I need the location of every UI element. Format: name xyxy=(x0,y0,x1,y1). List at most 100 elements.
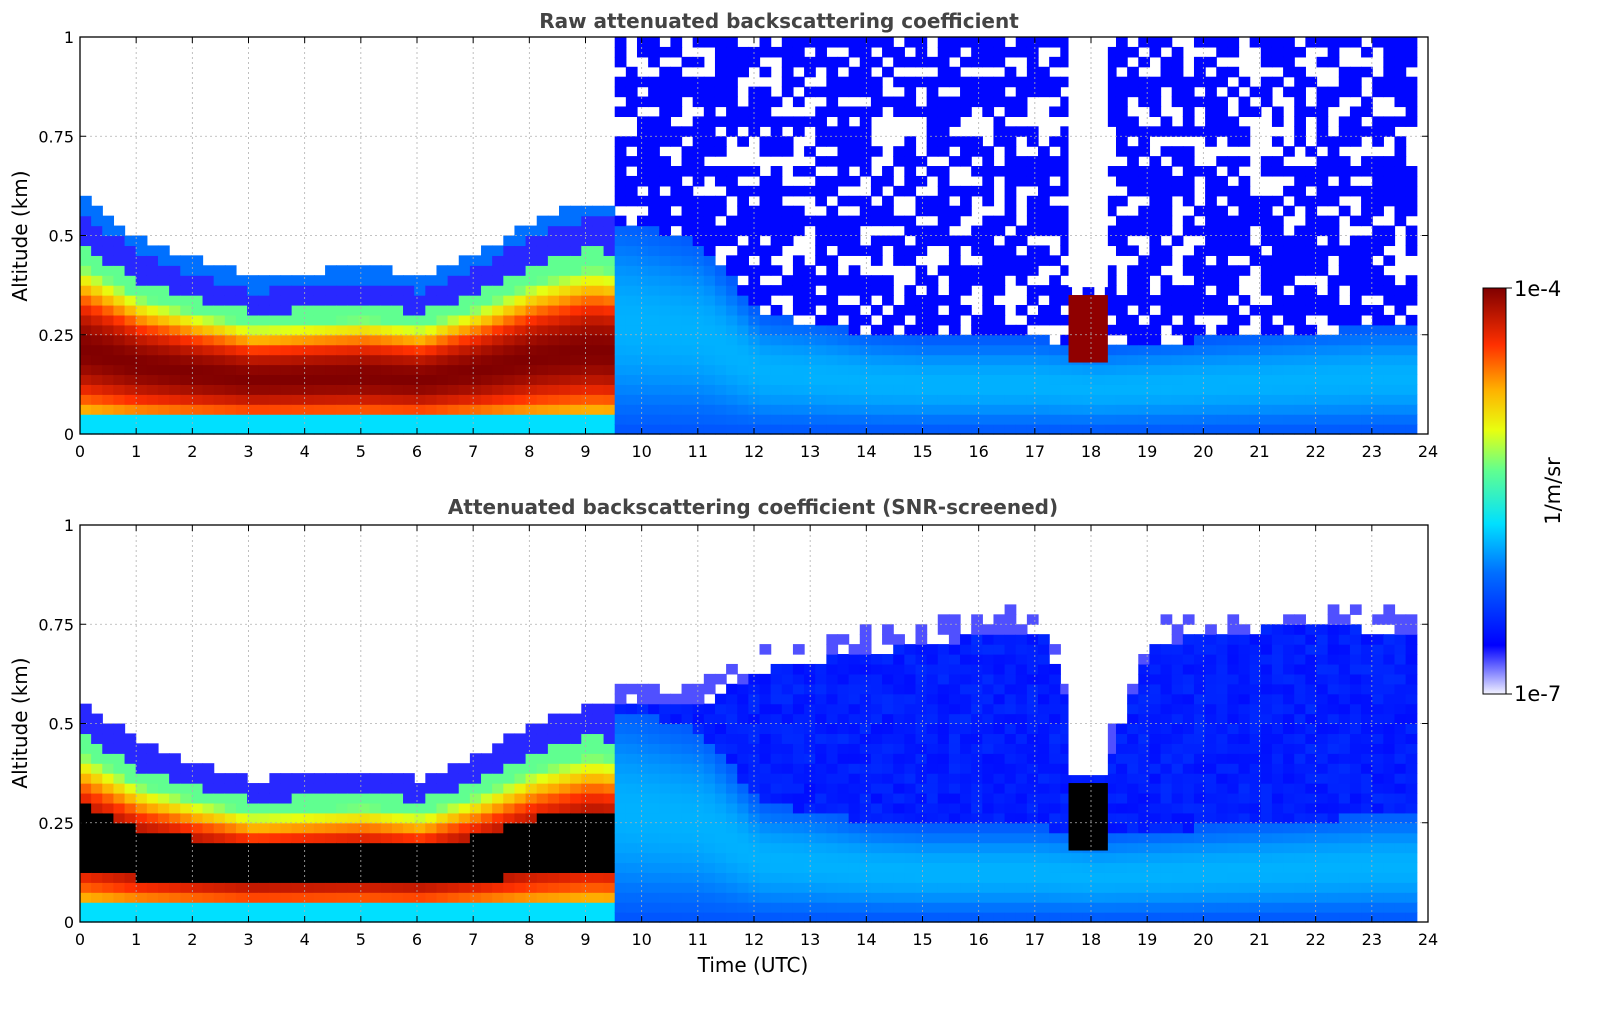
backscatter-cell xyxy=(1383,66,1396,78)
backscatter-cell xyxy=(358,912,371,923)
backscatter-cell xyxy=(1383,156,1396,167)
backscatter-cell xyxy=(180,852,192,864)
backscatter-cell xyxy=(102,723,115,735)
backscatter-cell xyxy=(804,832,816,844)
backscatter-cell xyxy=(547,733,560,744)
backscatter-cell xyxy=(982,862,995,873)
backscatter-cell xyxy=(269,344,282,356)
backscatter-cell xyxy=(369,295,382,306)
backscatter-cell xyxy=(859,116,872,127)
backscatter-cell xyxy=(80,802,92,814)
backscatter-cell xyxy=(80,723,92,735)
backscatter-cell xyxy=(280,295,293,306)
backscatter-cell xyxy=(224,892,237,903)
backscatter-cell xyxy=(559,882,571,893)
backscatter-cell xyxy=(648,37,660,48)
backscatter-cell xyxy=(1349,116,1362,127)
backscatter-cell xyxy=(792,842,805,854)
backscatter-cell xyxy=(180,792,192,804)
backscatter-cell xyxy=(1193,37,1206,48)
backscatter-cell xyxy=(269,812,282,824)
backscatter-cell xyxy=(1338,205,1351,217)
backscatter-cell xyxy=(670,66,683,78)
backscatter-cell xyxy=(1004,892,1017,903)
backscatter-cell xyxy=(837,912,850,923)
backscatter-cell xyxy=(1227,304,1240,316)
backscatter-cell xyxy=(692,414,705,425)
backscatter-cell xyxy=(369,414,382,425)
backscatter-cell xyxy=(1238,225,1251,237)
backscatter-cell xyxy=(703,743,716,754)
chart-title-screened: Attenuated backscattering coefficient (S… xyxy=(448,495,1058,519)
backscatter-cell xyxy=(1026,205,1039,217)
backscatter-cell xyxy=(403,334,415,346)
backscatter-cell xyxy=(1093,404,1106,415)
backscatter-cell xyxy=(926,872,939,883)
backscatter-cell xyxy=(102,822,115,834)
backscatter-cell xyxy=(1060,374,1073,385)
backscatter-cell xyxy=(169,334,181,346)
backscatter-cell xyxy=(403,384,415,395)
backscatter-cell xyxy=(815,37,827,48)
backscatter-cell xyxy=(737,364,749,376)
backscatter-cell xyxy=(1338,324,1351,336)
backscatter-cell xyxy=(1138,344,1151,356)
backscatter-cell xyxy=(135,912,148,923)
backscatter-cell xyxy=(692,324,705,336)
backscatter-cell xyxy=(982,832,995,844)
backscatter-cell xyxy=(436,882,449,893)
backscatter-cell xyxy=(971,37,983,48)
backscatter-cell xyxy=(982,156,995,167)
backscatter-cell xyxy=(525,374,538,385)
backscatter-cell xyxy=(1383,116,1396,127)
backscatter-cell xyxy=(648,743,660,754)
backscatter-cell xyxy=(80,424,92,435)
backscatter-cell xyxy=(1271,106,1284,118)
backscatter-cell xyxy=(358,275,371,286)
backscatter-cell xyxy=(1249,394,1262,405)
backscatter-cell xyxy=(937,753,950,764)
backscatter-cell xyxy=(670,185,683,197)
backscatter-cell xyxy=(536,275,549,286)
backscatter-cell xyxy=(1160,225,1173,237)
backscatter-cell xyxy=(157,892,170,903)
backscatter-cell xyxy=(80,703,92,715)
backscatter-cell xyxy=(1271,404,1284,415)
backscatter-cell xyxy=(659,205,672,217)
backscatter-cell xyxy=(503,763,516,774)
backscatter-cell xyxy=(960,723,972,735)
backscatter-cell xyxy=(1327,56,1340,68)
backscatter-cell xyxy=(1271,116,1284,127)
backscatter-cell xyxy=(1327,414,1340,425)
backscatter-cell xyxy=(347,314,360,326)
backscatter-cell xyxy=(993,255,1006,266)
backscatter-cell xyxy=(1394,185,1407,197)
backscatter-cell xyxy=(726,404,738,415)
backscatter-cell xyxy=(993,96,1006,108)
backscatter-cell xyxy=(882,205,894,217)
backscatter-cell xyxy=(904,304,917,316)
backscatter-cell xyxy=(1115,96,1128,108)
backscatter-cell xyxy=(258,912,270,923)
backscatter-cell xyxy=(993,753,1006,764)
backscatter-cell xyxy=(971,324,983,336)
backscatter-cell xyxy=(826,654,839,665)
backscatter-cell xyxy=(1004,882,1017,893)
backscatter-cell xyxy=(982,255,995,266)
backscatter-cell xyxy=(792,802,805,814)
backscatter-cell xyxy=(781,146,794,157)
backscatter-cell xyxy=(436,324,449,336)
backscatter-cell xyxy=(1038,314,1050,326)
backscatter-cell xyxy=(1004,354,1017,366)
backscatter-cell xyxy=(369,872,382,883)
backscatter-cell xyxy=(525,753,538,764)
backscatter-cell xyxy=(614,46,627,58)
backscatter-cell xyxy=(1271,235,1284,247)
backscatter-cell xyxy=(893,654,905,665)
backscatter-cell xyxy=(915,394,928,405)
backscatter-cell xyxy=(826,852,839,864)
backscatter-cell xyxy=(870,753,883,764)
backscatter-cell xyxy=(1283,344,1295,356)
backscatter-cell xyxy=(826,802,839,814)
backscatter-cell xyxy=(269,394,282,405)
